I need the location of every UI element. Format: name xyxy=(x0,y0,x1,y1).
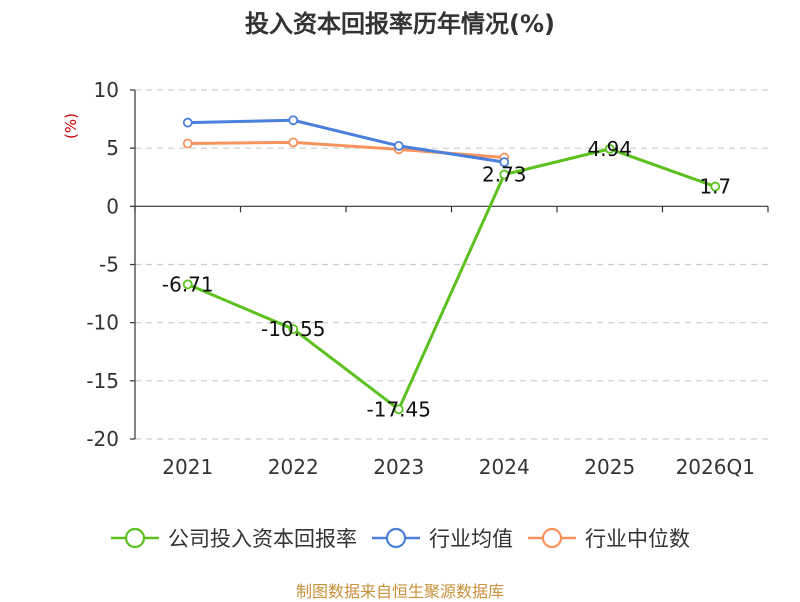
y-tick-label: 5 xyxy=(106,136,119,160)
legend-label: 公司投入资本回报率 xyxy=(168,527,357,551)
data-point xyxy=(499,169,510,180)
series-line xyxy=(187,147,716,411)
data-point xyxy=(288,137,299,148)
x-tick-label: 2023 xyxy=(373,455,424,479)
x-tick-label: 2026Q1 xyxy=(676,455,755,479)
data-point xyxy=(182,117,193,128)
y-tick-label: 0 xyxy=(106,194,119,218)
data-point xyxy=(393,140,404,151)
y-tick-label: -15 xyxy=(86,369,119,393)
data-point xyxy=(393,404,404,415)
x-tick-label: 2024 xyxy=(479,455,530,479)
data-point xyxy=(288,115,299,126)
legend-marker-icon xyxy=(111,527,159,549)
data-label: 1.7 xyxy=(699,175,731,199)
source-note: 制图数据来自恒生聚源数据库 xyxy=(295,582,504,601)
y-tick-label: 10 xyxy=(94,78,119,102)
data-point xyxy=(288,324,299,334)
y-tick-label: -5 xyxy=(99,253,119,277)
data-point xyxy=(182,279,193,290)
data-point xyxy=(182,138,193,149)
legend: 公司投入资本回报率 行业均值 行业中位数 xyxy=(0,518,800,558)
axes: 10 5 0 -5 -10 -15 -20 2021 2022 2023 2024 2025 2026Q… xyxy=(86,78,769,479)
data-label: -10.55 xyxy=(261,317,325,341)
data-labels: -6.71 -10.55 -17.45 2.73 4.94 1.7 xyxy=(162,137,731,421)
chart-title: 投入资本回报率历年情况(%) xyxy=(245,10,555,38)
legend-marker-icon xyxy=(372,527,420,549)
series-lines xyxy=(182,115,721,415)
legend-circle xyxy=(385,527,407,549)
data-point xyxy=(710,181,721,192)
data-label: 2.73 xyxy=(482,163,527,187)
x-tick-label: 2022 xyxy=(268,455,319,479)
legend-marker-icon xyxy=(528,527,576,549)
x-tick-label: 2021 xyxy=(162,455,213,479)
legend-label: 行业均值 xyxy=(429,527,513,551)
legend-circle xyxy=(124,527,146,549)
y-tick-label: -10 xyxy=(86,311,119,335)
legend-item[interactable]: 行业均值 xyxy=(371,523,513,553)
legend-item[interactable]: 行业中位数 xyxy=(527,523,690,553)
legend-item[interactable]: 公司投入资本回报率 xyxy=(110,523,357,553)
y-tick-label: -20 xyxy=(86,427,119,451)
data-point xyxy=(604,143,615,154)
data-point xyxy=(499,157,510,168)
x-tick-label: 2025 xyxy=(584,455,635,479)
data-label: -17.45 xyxy=(367,397,431,421)
y-axis-unit: (%) xyxy=(62,113,80,139)
data-label: -6.71 xyxy=(162,272,214,296)
series-line xyxy=(187,118,505,164)
legend-label: 行业中位数 xyxy=(585,527,690,551)
data-label: 4.94 xyxy=(587,137,632,161)
legend-circle xyxy=(541,527,563,549)
